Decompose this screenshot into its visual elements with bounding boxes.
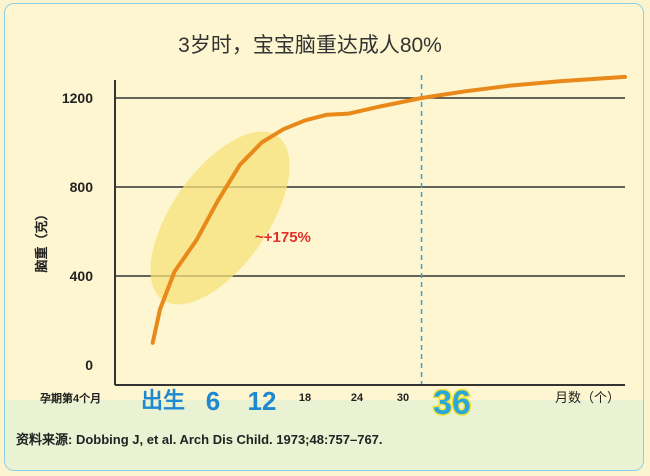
x-axis-label: 月数（个） [555,390,620,405]
brain-weight-series-line [150,74,627,345]
growth-annotation: ~+175% [255,229,311,246]
y-axis-label: 脑重（克） [34,207,49,272]
y-tick-0: 0 [85,357,93,373]
x-tick-0: 出生 [141,388,185,413]
early-growth-highlight [150,131,290,305]
x-tick-30: 30 [397,392,409,404]
y-tick-400: 400 [70,268,94,284]
x-tick-6: 6 [206,386,220,416]
source-citation: 资料来源: Dobbing J, et al. Arch Dis Child. … [16,432,383,447]
chart-frame [4,3,644,471]
x-tick-12: 12 [248,386,277,416]
chart-title: 3岁时，宝宝脑重达成人80% [178,34,442,57]
x-tick-36: 36 [433,384,471,422]
x-tick-labels: 出生 6 12 18 24 30 36 [141,383,472,424]
y-tick-1200: 1200 [62,90,93,106]
axes [114,80,625,386]
y-tick-800: 800 [70,179,94,195]
y-tick-labels: 0 400 800 1200 [62,90,93,373]
x-tick-24: 24 [351,392,364,404]
prenatal-label: 孕期第4个月 [40,391,101,405]
x-tick-18: 18 [299,392,311,404]
